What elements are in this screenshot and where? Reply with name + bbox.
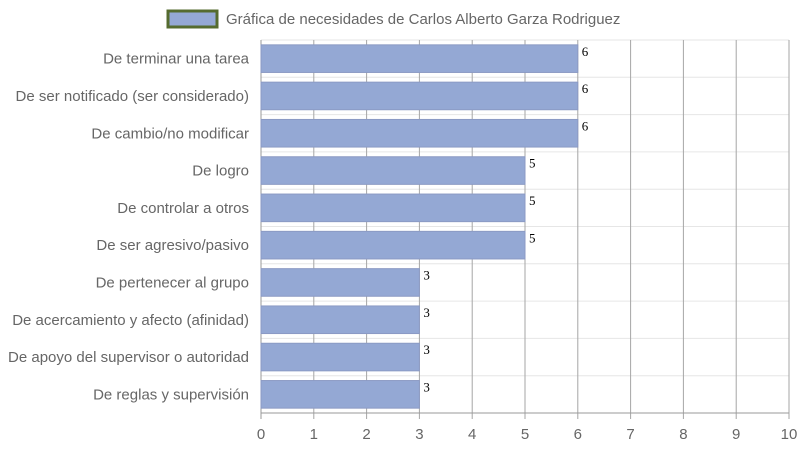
legend[interactable]: Gráfica de necesidades de Carlos Alberto… bbox=[166, 9, 620, 29]
category-label: De ser agresivo/pasivo bbox=[96, 237, 249, 254]
x-tick-label: 2 bbox=[362, 426, 370, 443]
bar-value-label: 6 bbox=[582, 118, 589, 133]
bar[interactable] bbox=[260, 268, 420, 297]
bar[interactable] bbox=[260, 81, 579, 111]
category-label: De terminar una tarea bbox=[103, 51, 250, 68]
x-tick-label: 3 bbox=[415, 426, 423, 443]
bar[interactable] bbox=[260, 118, 579, 148]
category-label: De reglas y supervisión bbox=[93, 386, 249, 403]
x-tick-label: 1 bbox=[310, 426, 318, 443]
bar-value-label: 3 bbox=[423, 342, 430, 357]
bar[interactable] bbox=[260, 230, 526, 260]
x-tick-label: 4 bbox=[468, 426, 476, 443]
bar-value-label: 6 bbox=[582, 81, 589, 96]
bar-value-label: 5 bbox=[529, 156, 536, 171]
bar[interactable] bbox=[260, 305, 420, 335]
data-labels: 6 6 6 5 5 5 3 3 3 3 bbox=[423, 44, 588, 395]
bar-value-label: 3 bbox=[423, 380, 430, 395]
x-tick-label: 8 bbox=[679, 426, 687, 443]
x-tick-label: 9 bbox=[732, 426, 740, 443]
category-label: De ser notificado (ser considerado) bbox=[16, 88, 249, 105]
bar[interactable] bbox=[260, 193, 526, 223]
bar-value-label: 5 bbox=[529, 193, 536, 208]
bar-value-label: 6 bbox=[582, 44, 589, 59]
category-label: De apoyo del supervisor o autoridad bbox=[8, 349, 249, 366]
category-label: De controlar a otros bbox=[117, 200, 249, 217]
legend-label: Gráfica de necesidades de Carlos Alberto… bbox=[226, 11, 620, 28]
x-tick-label: 10 bbox=[781, 426, 798, 443]
bar[interactable] bbox=[260, 342, 420, 372]
bar[interactable] bbox=[260, 380, 420, 409]
x-tick-label: 7 bbox=[626, 426, 634, 443]
x-tick-label: 5 bbox=[521, 426, 529, 443]
category-axis: De terminar una tarea De ser notificado (… bbox=[8, 51, 250, 404]
value-axis: 0 1 2 3 4 5 6 7 8 9 10 bbox=[257, 426, 798, 443]
category-label: De cambio/no modificar bbox=[91, 125, 249, 142]
bar[interactable] bbox=[260, 44, 579, 73]
legend-swatch bbox=[166, 9, 219, 29]
category-label: De pertenecer al grupo bbox=[96, 274, 249, 291]
bar-value-label: 3 bbox=[423, 305, 430, 320]
bar-value-label: 5 bbox=[529, 230, 536, 245]
bars bbox=[260, 44, 579, 409]
bar-value-label: 3 bbox=[423, 268, 430, 283]
x-tick-label: 6 bbox=[574, 426, 582, 443]
x-tick-label: 0 bbox=[257, 426, 265, 443]
category-label: De acercamiento y afecto (afinidad) bbox=[12, 312, 249, 329]
category-label: De logro bbox=[192, 163, 249, 180]
bar[interactable] bbox=[260, 156, 526, 185]
